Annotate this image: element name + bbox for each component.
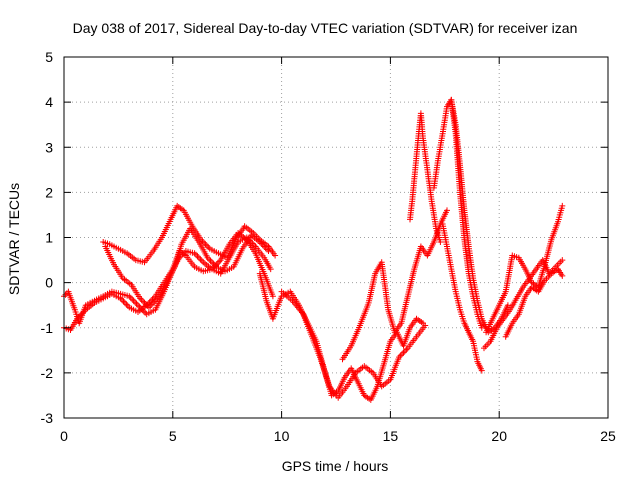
data-points-layer [61,96,566,403]
data-point [422,322,429,329]
ticks-layer [63,56,609,419]
series-track-m [483,202,566,336]
data-point [272,252,279,259]
chart-title: Day 038 of 2017, Sidereal Day-to-day VTE… [73,20,578,36]
y-tick-label: 5 [45,49,53,65]
series-track-k [439,221,485,374]
data-point [265,248,272,254]
data-point [269,293,276,300]
x-tick-label: 15 [383,428,399,444]
data-point [559,202,566,209]
x-tick-label: 20 [491,428,507,444]
x-axis-label: GPS time / hours [282,458,389,474]
tick-labels-layer: 0 5 10 15 20 25 -3 -2 -1 0 1 2 3 4 5 [41,49,616,444]
data-point [267,266,274,273]
data-point [444,207,450,214]
y-tick-label: -1 [41,320,54,336]
y-tick-label: -2 [41,365,54,381]
data-point [559,272,566,279]
y-tick-label: 1 [45,230,53,246]
x-tick-label: 0 [60,428,68,444]
data-point [478,324,485,331]
x-tick-label: 10 [274,428,290,444]
y-tick-label: 3 [45,139,53,155]
x-tick-label: 25 [600,428,616,444]
series-track-h [407,110,444,245]
y-tick-label: 2 [45,184,53,200]
y-tick-label: -3 [41,410,54,426]
series-track-d [102,225,272,311]
data-point [504,302,511,309]
series-track-n [502,266,566,340]
y-axis-label: SDTVAR / TECUs [6,183,22,295]
data-point [437,239,444,245]
data-point [559,257,566,264]
series-track-f [278,288,429,401]
y-tick-label: 0 [45,275,53,291]
data-point [478,367,485,374]
grid-layer [64,57,608,418]
y-tick-label: 4 [45,94,53,110]
x-tick-label: 5 [169,428,177,444]
